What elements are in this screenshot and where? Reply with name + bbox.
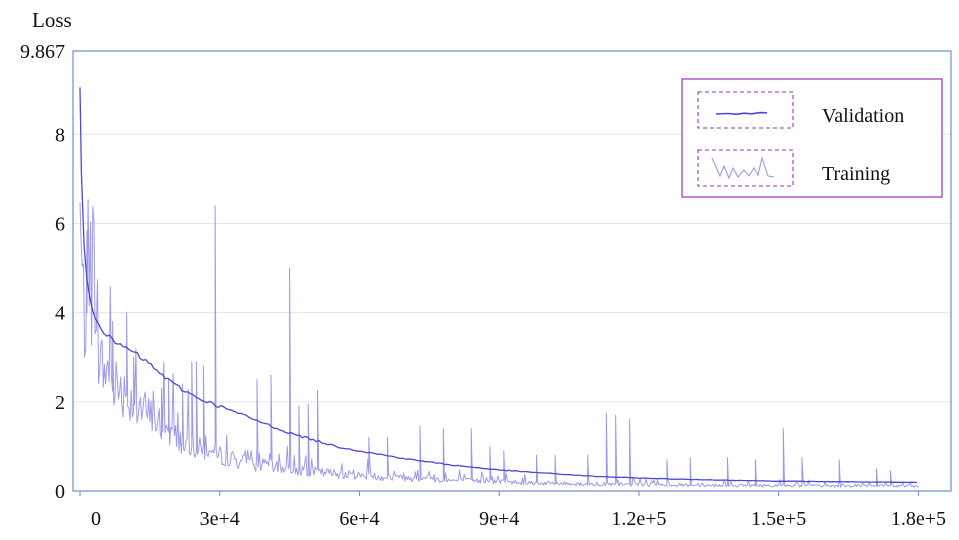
x-tick-label: 1.5e+5: [751, 508, 806, 530]
series-validation-line: [79, 87, 918, 484]
x-tick-label: 1.8e+5: [891, 508, 946, 530]
x-tick-label: 6e+4: [339, 508, 379, 530]
legend-training-line-icon: [711, 155, 775, 180]
legend-validation-label: Validation: [822, 105, 904, 127]
legend-validation-swatch: [697, 91, 794, 129]
series-training-line: [79, 199, 919, 488]
x-axis: 0 3e+4 6e+4 9e+4 1.2e+5 1.5e+5 1.8e+5: [79, 491, 946, 530]
legend: Validation Training: [681, 78, 943, 198]
legend-validation-line-icon: [715, 111, 768, 116]
y-tick-label: 9.867: [20, 41, 65, 63]
plot-frame: [72, 50, 952, 492]
legend-box: [681, 78, 943, 198]
y-tick-label: 2: [55, 392, 65, 414]
y-axis: 0 2 4 6 8 9.867: [20, 41, 65, 503]
y-tick-label: 6: [55, 213, 65, 235]
x-tick-label: 9e+4: [479, 508, 519, 530]
y-tick-label: 0: [55, 481, 65, 503]
legend-training-label: Training: [822, 163, 890, 185]
y-axis-title: Loss: [32, 8, 72, 32]
legend-training-swatch: [697, 149, 794, 187]
x-tick-label: 0: [91, 508, 101, 530]
x-tick-label: 3e+4: [200, 508, 240, 530]
plot-area: [79, 87, 919, 488]
y-tick-label: 4: [55, 303, 65, 325]
x-tick-label: 1.2e+5: [611, 508, 666, 530]
y-tick-label: 8: [55, 124, 65, 146]
